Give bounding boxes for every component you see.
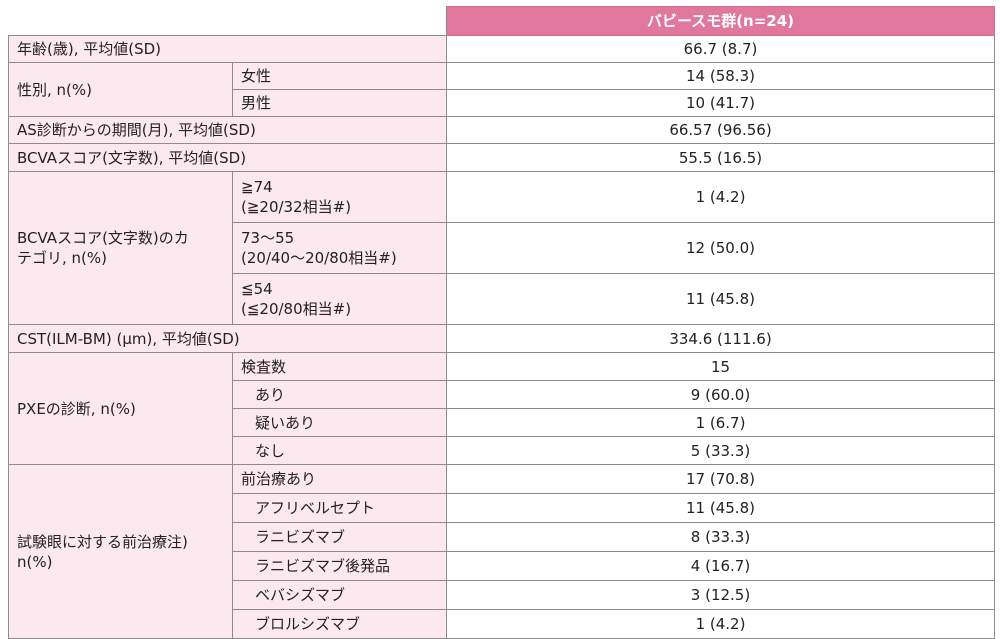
table-row: PXEの診断, n(%) 検査数 15	[8, 352, 995, 465]
value-aflibercept: 11 (45.8)	[446, 493, 995, 523]
table-row: 試験眼に対する前治療注) n(%) 前治療あり 17 (70.8)	[8, 464, 995, 639]
table-row: 疑いあり 1 (6.7)	[9, 408, 995, 437]
sublabel-bcva-ge74: ≧74 (≧20/32相当#)	[232, 171, 447, 223]
table-row: 年齢(歳), 平均値(SD) 66.7 (8.7)	[8, 35, 995, 63]
prior-treatment-label-line2: n(%)	[17, 552, 53, 571]
value-brolucizumab: 1 (4.2)	[446, 609, 995, 639]
bcva-ge74-line2: (≧20/32相当#)	[241, 198, 352, 216]
bcva-73-55-line1: 73～55	[241, 229, 295, 247]
sublabel-brolucizumab: ブロルシズマブ	[232, 609, 447, 639]
sublabel-female: 女性	[232, 62, 447, 90]
sublabel-bcva-73-55: 73～55 (20/40～20/80相当#)	[232, 222, 447, 274]
table-row: ブロルシズマブ 1 (4.2)	[9, 609, 995, 639]
value-pxe-suspected: 1 (6.7)	[446, 408, 995, 437]
header-empty-cell	[8, 6, 447, 36]
table-row: CST(ILM-BM) (μm), 平均値(SD) 334.6 (111.6)	[8, 324, 995, 353]
row-label-sex: 性別, n(%)	[8, 62, 233, 117]
sublabel-bevacizumab: ベバシズマブ	[232, 580, 447, 610]
sublabel-male: 男性	[232, 89, 447, 117]
row-value-as-period: 66.57 (96.56)	[446, 116, 995, 144]
bcva-category-label-line1: BCVAスコア(文字数)のカ	[17, 229, 189, 247]
row-label-cst: CST(ILM-BM) (μm), 平均値(SD)	[8, 324, 447, 353]
value-pxe-yes: 9 (60.0)	[446, 380, 995, 409]
row-label-prior-treatment: 試験眼に対する前治療注) n(%)	[8, 464, 233, 639]
table-row: 性別, n(%) 女性 14 (58.3)	[8, 62, 995, 117]
value-bcva-ge74: 1 (4.2)	[446, 171, 995, 223]
sublabel-prior-any: 前治療あり	[232, 464, 447, 494]
sublabel-pxe-tested: 検査数	[232, 352, 447, 381]
bcva-le54-line2: (≦20/80相当#)	[241, 300, 352, 318]
group-header: バビースモ群(n=24)	[446, 6, 995, 36]
table-row: BCVAスコア(文字数), 平均値(SD) 55.5 (16.5)	[8, 143, 995, 172]
table-row: ベバシズマブ 3 (12.5)	[9, 580, 995, 610]
table-header-row: バビースモ群(n=24)	[8, 6, 995, 36]
table-row: AS診断からの期間(月), 平均値(SD) 66.57 (96.56)	[8, 116, 995, 144]
table-row: ラニビズマブ後発品 4 (16.7)	[9, 551, 995, 581]
table-row: ≦54 (≦20/80相当#) 11 (45.8)	[9, 273, 995, 325]
table-row: アフリベルセプト 11 (45.8)	[9, 493, 995, 523]
sublabel-ranibizumab: ラニビズマブ	[232, 522, 447, 552]
table-row: なし 5 (33.3)	[9, 436, 995, 465]
row-label-as-period: AS診断からの期間(月), 平均値(SD)	[8, 116, 447, 144]
value-bevacizumab: 3 (12.5)	[446, 580, 995, 610]
sublabel-pxe-no: なし	[232, 436, 447, 465]
baseline-characteristics-table: バビースモ群(n=24) 年齢(歳), 平均値(SD) 66.7 (8.7) 性…	[8, 6, 995, 639]
value-bcva-73-55: 12 (50.0)	[446, 222, 995, 274]
row-label-bcva-category: BCVAスコア(文字数)のカ テゴリ, n(%)	[8, 171, 233, 325]
row-label-age: 年齢(歳), 平均値(SD)	[8, 35, 447, 63]
bcva-le54-line1: ≦54	[241, 280, 273, 298]
bcva-ge74-line1: ≧74	[241, 178, 273, 196]
value-pxe-tested: 15	[446, 352, 995, 381]
row-label-pxe: PXEの診断, n(%)	[8, 352, 233, 465]
sublabel-pxe-yes: あり	[232, 380, 447, 409]
row-value-cst: 334.6 (111.6)	[446, 324, 995, 353]
sublabel-aflibercept: アフリベルセプト	[232, 493, 447, 523]
value-ranibizumab: 8 (33.3)	[446, 522, 995, 552]
row-value-bcva-score: 55.5 (16.5)	[446, 143, 995, 172]
value-ranibizumab-biosimilar: 4 (16.7)	[446, 551, 995, 581]
row-value-age: 66.7 (8.7)	[446, 35, 995, 63]
bcva-73-55-line2: (20/40～20/80相当#)	[241, 249, 397, 267]
sublabel-pxe-suspected: 疑いあり	[232, 408, 447, 437]
prior-treatment-label-line1: 試験眼に対する前治療注)	[17, 532, 188, 551]
value-pxe-no: 5 (33.3)	[446, 436, 995, 465]
sublabel-bcva-le54: ≦54 (≦20/80相当#)	[232, 273, 447, 325]
value-male: 10 (41.7)	[446, 89, 995, 117]
row-label-bcva-score: BCVAスコア(文字数), 平均値(SD)	[8, 143, 447, 172]
value-prior-any: 17 (70.8)	[446, 464, 995, 494]
table-row: BCVAスコア(文字数)のカ テゴリ, n(%) ≧74 (≧20/32相当#)…	[8, 171, 995, 325]
value-female: 14 (58.3)	[446, 62, 995, 90]
sublabel-ranibizumab-biosimilar: ラニビズマブ後発品	[232, 551, 447, 581]
table-row: 73～55 (20/40～20/80相当#) 12 (50.0)	[9, 222, 995, 274]
table-row: 男性 10 (41.7)	[9, 89, 995, 117]
value-bcva-le54: 11 (45.8)	[446, 273, 995, 325]
bcva-category-label-line2: テゴリ, n(%)	[17, 249, 108, 267]
